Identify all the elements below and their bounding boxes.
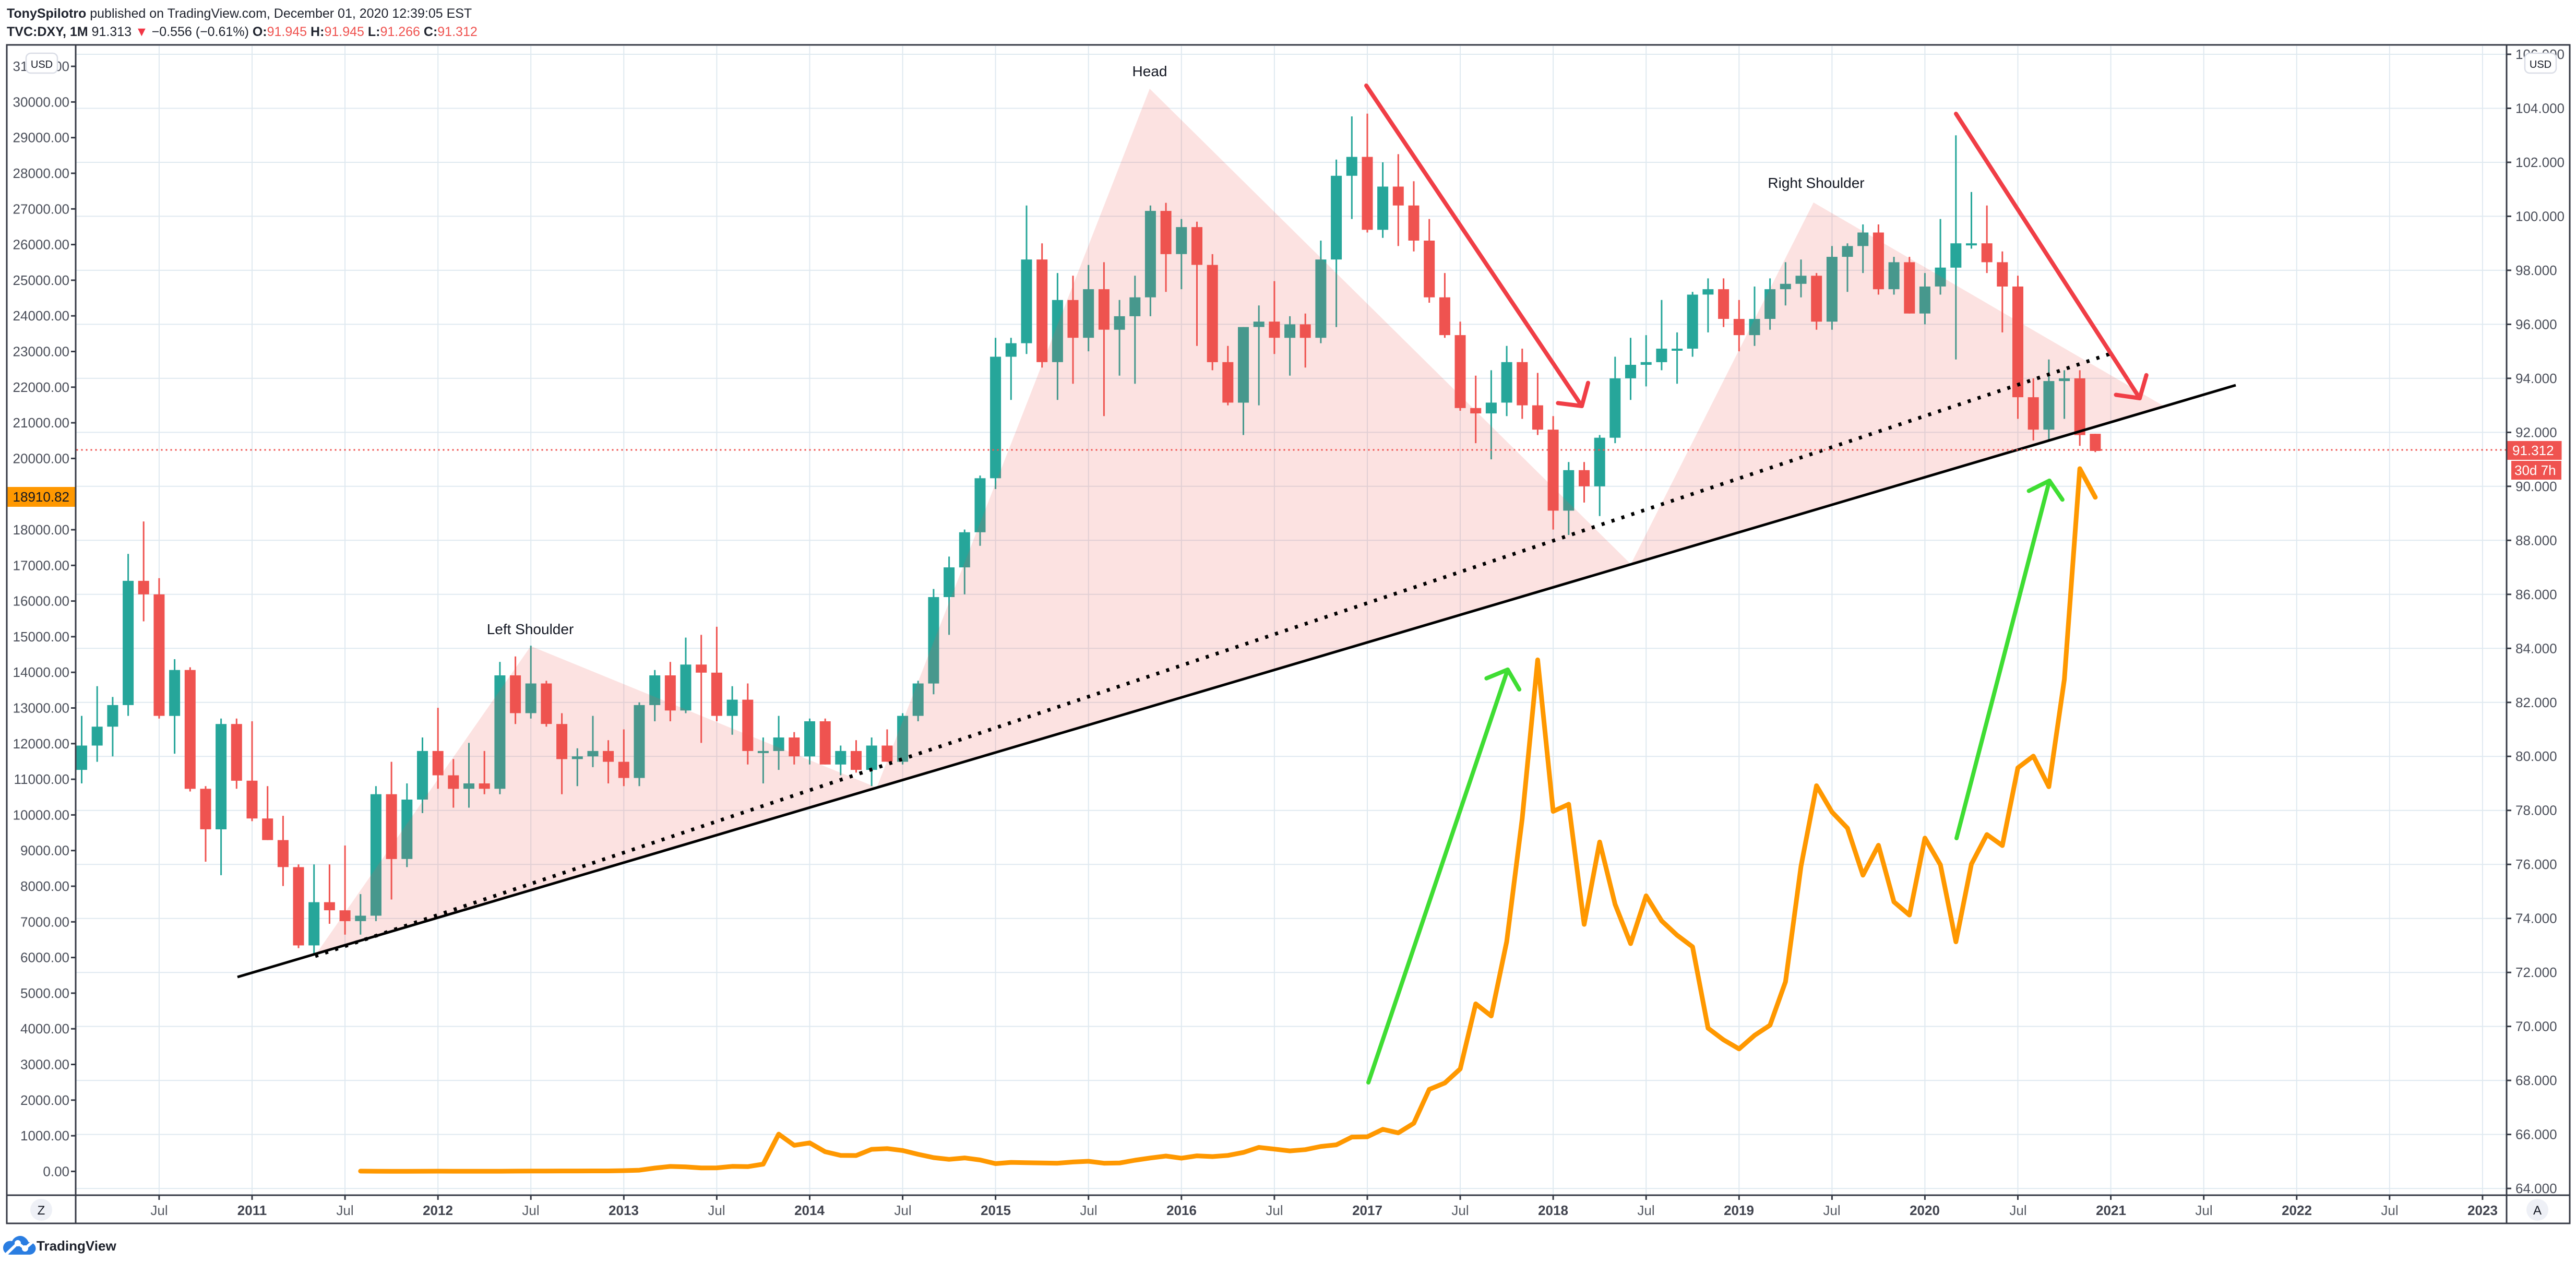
svg-text:8000.00: 8000.00 bbox=[20, 878, 69, 894]
svg-text:18910.82: 18910.82 bbox=[13, 489, 69, 505]
svg-text:26000.00: 26000.00 bbox=[13, 237, 69, 253]
svg-text:17000.00: 17000.00 bbox=[13, 557, 69, 573]
svg-text:TradingView: TradingView bbox=[37, 1238, 116, 1254]
svg-text:Jul: Jul bbox=[1823, 1203, 1840, 1218]
svg-text:TonySpilotro published on Trad: TonySpilotro published on TradingView.co… bbox=[7, 6, 472, 21]
svg-text:90.000: 90.000 bbox=[2515, 479, 2557, 494]
svg-text:6000.00: 6000.00 bbox=[20, 950, 69, 966]
svg-text:68.000: 68.000 bbox=[2515, 1073, 2557, 1088]
svg-text:Jul: Jul bbox=[150, 1203, 168, 1218]
svg-text:2014: 2014 bbox=[794, 1203, 825, 1218]
svg-text:30d 7h: 30d 7h bbox=[2514, 462, 2556, 478]
svg-text:76.000: 76.000 bbox=[2515, 856, 2557, 872]
svg-text:2020: 2020 bbox=[1910, 1203, 1940, 1218]
svg-text:2023: 2023 bbox=[2467, 1203, 2498, 1218]
svg-text:Jul: Jul bbox=[1266, 1203, 1283, 1218]
svg-text:66.000: 66.000 bbox=[2515, 1127, 2557, 1142]
svg-text:2012: 2012 bbox=[423, 1203, 453, 1218]
svg-text:TVC:DXY, 1M 91.313 ▼ −0.556 (: TVC:DXY, 1M 91.313 ▼ −0.556 (−0.61%) O:9… bbox=[7, 25, 478, 39]
svg-text:USD: USD bbox=[31, 59, 53, 70]
svg-text:9000.00: 9000.00 bbox=[20, 843, 69, 859]
svg-text:0.00: 0.00 bbox=[43, 1163, 69, 1179]
svg-text:11000.00: 11000.00 bbox=[14, 771, 69, 787]
svg-text:20000.00: 20000.00 bbox=[13, 450, 69, 466]
svg-text:24000.00: 24000.00 bbox=[13, 308, 69, 324]
svg-text:91.312: 91.312 bbox=[2512, 443, 2554, 458]
svg-text:Right Shoulder: Right Shoulder bbox=[1768, 175, 1864, 191]
svg-text:Jul: Jul bbox=[522, 1203, 539, 1218]
svg-text:2017: 2017 bbox=[1352, 1203, 1382, 1218]
svg-text:102.000: 102.000 bbox=[2515, 154, 2565, 170]
svg-text:22000.00: 22000.00 bbox=[13, 379, 69, 395]
svg-text:78.000: 78.000 bbox=[2515, 803, 2557, 818]
svg-text:82.000: 82.000 bbox=[2515, 695, 2557, 710]
svg-text:2022: 2022 bbox=[2282, 1203, 2312, 1218]
svg-text:29000.00: 29000.00 bbox=[13, 130, 69, 146]
svg-text:Jul: Jul bbox=[894, 1203, 911, 1218]
svg-text:15000.00: 15000.00 bbox=[13, 629, 69, 645]
svg-text:Head: Head bbox=[1132, 63, 1167, 79]
svg-text:2000.00: 2000.00 bbox=[20, 1092, 69, 1108]
svg-text:84.000: 84.000 bbox=[2515, 640, 2557, 656]
svg-text:2011: 2011 bbox=[237, 1203, 267, 1218]
svg-text:2018: 2018 bbox=[1538, 1203, 1568, 1218]
svg-text:18000.00: 18000.00 bbox=[13, 522, 69, 538]
svg-text:21000.00: 21000.00 bbox=[13, 415, 69, 431]
svg-text:Left Shoulder: Left Shoulder bbox=[487, 621, 574, 637]
svg-text:27000.00: 27000.00 bbox=[13, 201, 69, 217]
svg-text:72.000: 72.000 bbox=[2515, 965, 2557, 980]
svg-text:USD: USD bbox=[2530, 59, 2551, 70]
svg-text:Z: Z bbox=[38, 1204, 45, 1218]
svg-text:14000.00: 14000.00 bbox=[13, 664, 69, 680]
svg-text:Jul: Jul bbox=[2381, 1203, 2398, 1218]
svg-text:Jul: Jul bbox=[2195, 1203, 2212, 1218]
svg-text:88.000: 88.000 bbox=[2515, 532, 2557, 548]
svg-text:A: A bbox=[2533, 1204, 2542, 1218]
svg-text:70.000: 70.000 bbox=[2515, 1019, 2557, 1034]
svg-text:98.000: 98.000 bbox=[2515, 263, 2557, 278]
svg-text:100.000: 100.000 bbox=[2515, 208, 2565, 224]
svg-text:64.000: 64.000 bbox=[2515, 1181, 2557, 1196]
svg-text:7000.00: 7000.00 bbox=[20, 914, 69, 930]
svg-text:4000.00: 4000.00 bbox=[20, 1021, 69, 1037]
svg-text:Jul: Jul bbox=[336, 1203, 353, 1218]
svg-text:94.000: 94.000 bbox=[2515, 371, 2557, 386]
svg-text:3000.00: 3000.00 bbox=[20, 1057, 69, 1073]
svg-text:12000.00: 12000.00 bbox=[13, 736, 69, 752]
svg-text:23000.00: 23000.00 bbox=[13, 344, 69, 360]
svg-text:5000.00: 5000.00 bbox=[20, 985, 69, 1001]
svg-text:74.000: 74.000 bbox=[2515, 911, 2557, 926]
svg-text:92.000: 92.000 bbox=[2515, 424, 2557, 440]
svg-text:28000.00: 28000.00 bbox=[13, 165, 69, 181]
svg-text:30000.00: 30000.00 bbox=[13, 94, 69, 110]
svg-text:2015: 2015 bbox=[981, 1203, 1011, 1218]
svg-text:Jul: Jul bbox=[1451, 1203, 1469, 1218]
svg-text:Jul: Jul bbox=[2009, 1203, 2026, 1218]
svg-text:13000.00: 13000.00 bbox=[13, 700, 69, 716]
svg-text:1000.00: 1000.00 bbox=[20, 1128, 69, 1144]
svg-text:25000.00: 25000.00 bbox=[13, 272, 69, 288]
svg-text:2019: 2019 bbox=[1724, 1203, 1754, 1218]
svg-text:2021: 2021 bbox=[2096, 1203, 2126, 1218]
svg-text:16000.00: 16000.00 bbox=[13, 593, 69, 609]
svg-text:96.000: 96.000 bbox=[2515, 316, 2557, 332]
svg-text:86.000: 86.000 bbox=[2515, 587, 2557, 602]
svg-text:10000.00: 10000.00 bbox=[13, 807, 69, 823]
svg-text:Jul: Jul bbox=[708, 1203, 725, 1218]
svg-text:80.000: 80.000 bbox=[2515, 748, 2557, 764]
svg-text:104.000: 104.000 bbox=[2515, 101, 2565, 116]
svg-text:2013: 2013 bbox=[609, 1203, 639, 1218]
svg-text:Jul: Jul bbox=[1637, 1203, 1654, 1218]
svg-text:Jul: Jul bbox=[1080, 1203, 1097, 1218]
svg-text:2016: 2016 bbox=[1166, 1203, 1197, 1218]
